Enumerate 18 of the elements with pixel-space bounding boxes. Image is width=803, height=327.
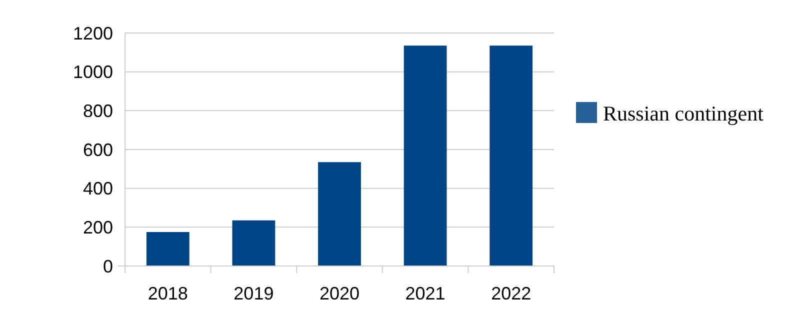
- y-tick-label: 400: [82, 178, 113, 199]
- y-tick-label: 800: [82, 100, 113, 121]
- x-tick-label: 2019: [234, 283, 274, 304]
- x-tick-label: 2020: [319, 283, 360, 304]
- bar: [146, 232, 190, 266]
- bar: [490, 46, 533, 266]
- y-tick-label: 600: [82, 140, 113, 160]
- x-tick-label: 2021: [405, 283, 446, 304]
- x-tick-label: 2022: [491, 283, 532, 304]
- bar: [404, 46, 447, 266]
- legend-label: Russian contingent: [603, 101, 764, 126]
- x-tick-label: 2018: [148, 283, 188, 304]
- y-tick-label: 200: [82, 217, 113, 238]
- bar: [318, 162, 361, 266]
- y-tick-label: 1000: [72, 62, 113, 82]
- y-tick-label: 1200: [72, 23, 113, 44]
- bar: [232, 220, 276, 266]
- y-tick-label: 0: [102, 256, 113, 276]
